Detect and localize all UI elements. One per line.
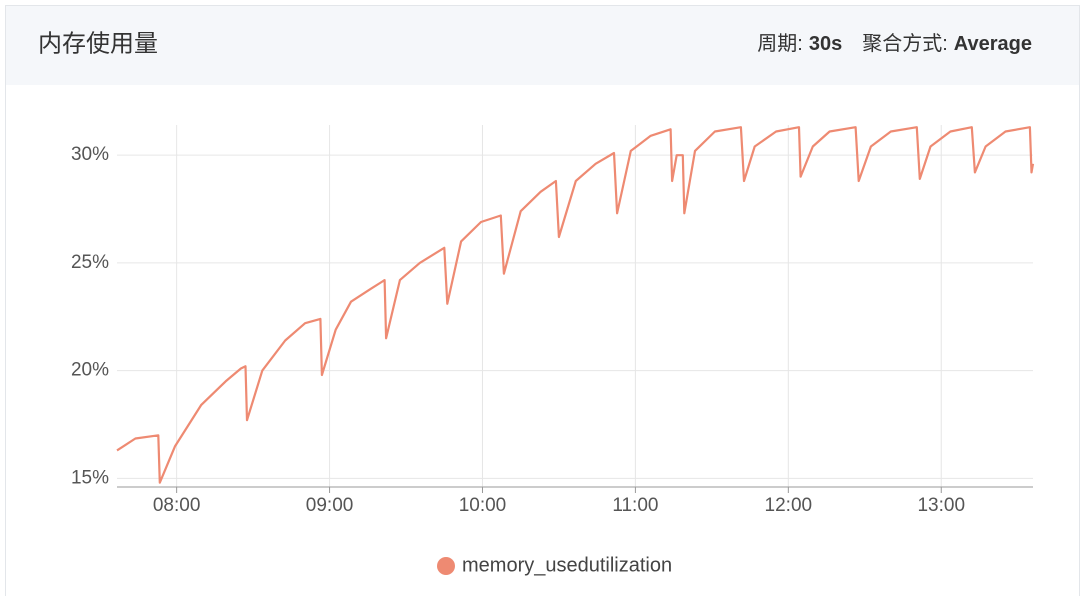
series-line	[116, 126, 1035, 484]
panel-title: 内存使用量	[38, 30, 158, 57]
period-label: 周期:	[757, 33, 803, 55]
legend-label: memory_usedutilization	[462, 554, 672, 576]
panel-border	[5, 5, 1080, 601]
y-tick-label: 20%	[71, 360, 109, 381]
panel-header	[6, 6, 1079, 85]
y-tick-label: 25%	[71, 252, 109, 273]
x-tick-label: 09:00	[306, 495, 354, 516]
legend-marker	[437, 557, 455, 575]
x-tick-label: 11:00	[612, 495, 658, 516]
x-tick-label: 12:00	[765, 495, 813, 516]
y-tick-label: 30%	[71, 144, 109, 165]
agg-label: 聚合方式:	[862, 32, 948, 55]
y-tick-label: 15%	[71, 467, 109, 488]
period-value: 30s	[809, 33, 842, 55]
x-tick-label: 13:00	[917, 495, 965, 516]
header-meta: 周期: 30s 聚合方式: Average	[757, 32, 1032, 55]
agg-value: Average	[954, 33, 1032, 55]
x-tick-label: 08:00	[153, 495, 201, 516]
x-tick-label: 10:00	[459, 495, 507, 516]
